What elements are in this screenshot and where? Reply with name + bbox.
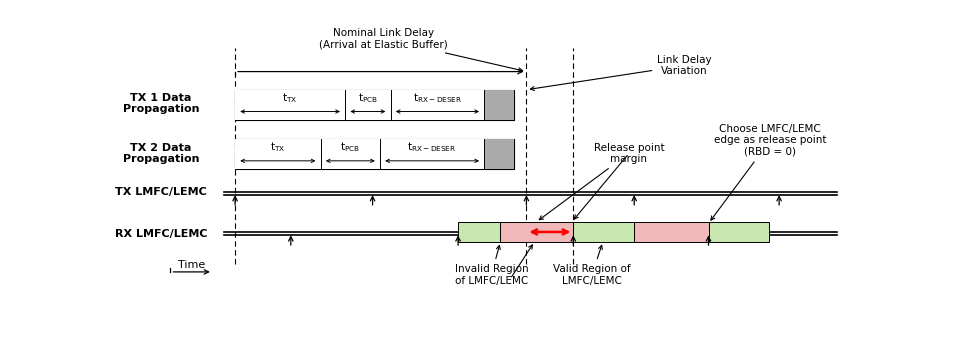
Text: TX 2 Data
Propagation: TX 2 Data Propagation [123, 143, 199, 164]
Bar [458, 222, 501, 242]
Text: t$_{\rm RX-DESER}$: t$_{\rm RX-DESER}$ [412, 91, 462, 105]
Text: Valid Region of
LMFC/LEMC: Valid Region of LMFC/LEMC [553, 245, 631, 286]
Text: Release point
margin: Release point margin [539, 143, 665, 220]
Bar [345, 90, 390, 120]
Bar [390, 90, 484, 120]
Text: t$_{\rm PCB}$: t$_{\rm PCB}$ [340, 140, 361, 154]
Text: t$_{\rm TX}$: t$_{\rm TX}$ [283, 91, 298, 105]
Bar [235, 139, 514, 169]
Bar [380, 139, 484, 169]
Text: t$_{\rm TX}$: t$_{\rm TX}$ [270, 140, 286, 154]
Text: TX LMFC/LEMC: TX LMFC/LEMC [115, 187, 206, 197]
Bar [634, 222, 709, 242]
Bar [235, 139, 320, 169]
Bar [501, 222, 573, 242]
Text: t$_{\rm PCB}$: t$_{\rm PCB}$ [358, 91, 378, 105]
Bar [235, 90, 514, 120]
Text: TX 1 Data
Propagation: TX 1 Data Propagation [123, 93, 199, 114]
Text: Invalid Region
of LMFC/LEMC: Invalid Region of LMFC/LEMC [455, 245, 528, 286]
Bar [709, 222, 769, 242]
Text: RX LMFC/LEMC: RX LMFC/LEMC [114, 229, 207, 239]
Text: Link Delay
Variation: Link Delay Variation [530, 55, 712, 90]
Bar [235, 90, 345, 120]
Bar [320, 139, 380, 169]
Bar [484, 90, 514, 120]
Bar [484, 139, 514, 169]
Text: t$_{\rm RX-DESER}$: t$_{\rm RX-DESER}$ [408, 140, 456, 154]
Text: Time: Time [178, 260, 205, 270]
Text: Nominal Link Delay
(Arrival at Elastic Buffer): Nominal Link Delay (Arrival at Elastic B… [319, 28, 523, 72]
Bar [573, 222, 634, 242]
Text: Choose LMFC/LEMC
edge as release point
(RBD = 0): Choose LMFC/LEMC edge as release point (… [711, 124, 827, 220]
